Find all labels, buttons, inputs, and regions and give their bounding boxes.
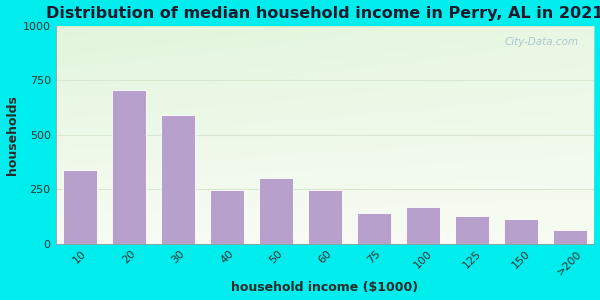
Bar bbox=[259, 178, 293, 244]
Bar bbox=[553, 230, 587, 244]
Bar bbox=[210, 190, 244, 244]
Bar bbox=[63, 170, 97, 244]
Bar bbox=[161, 115, 195, 244]
Bar bbox=[406, 207, 440, 244]
Y-axis label: households: households bbox=[5, 95, 19, 175]
Bar bbox=[308, 190, 342, 244]
Bar bbox=[357, 213, 391, 244]
Bar bbox=[504, 219, 538, 244]
Title: Distribution of median household income in Perry, AL in 2021: Distribution of median household income … bbox=[46, 6, 600, 21]
Bar bbox=[455, 215, 489, 244]
Bar bbox=[112, 90, 146, 244]
X-axis label: household income ($1000): household income ($1000) bbox=[232, 281, 419, 294]
Text: City-Data.com: City-Data.com bbox=[504, 37, 578, 47]
